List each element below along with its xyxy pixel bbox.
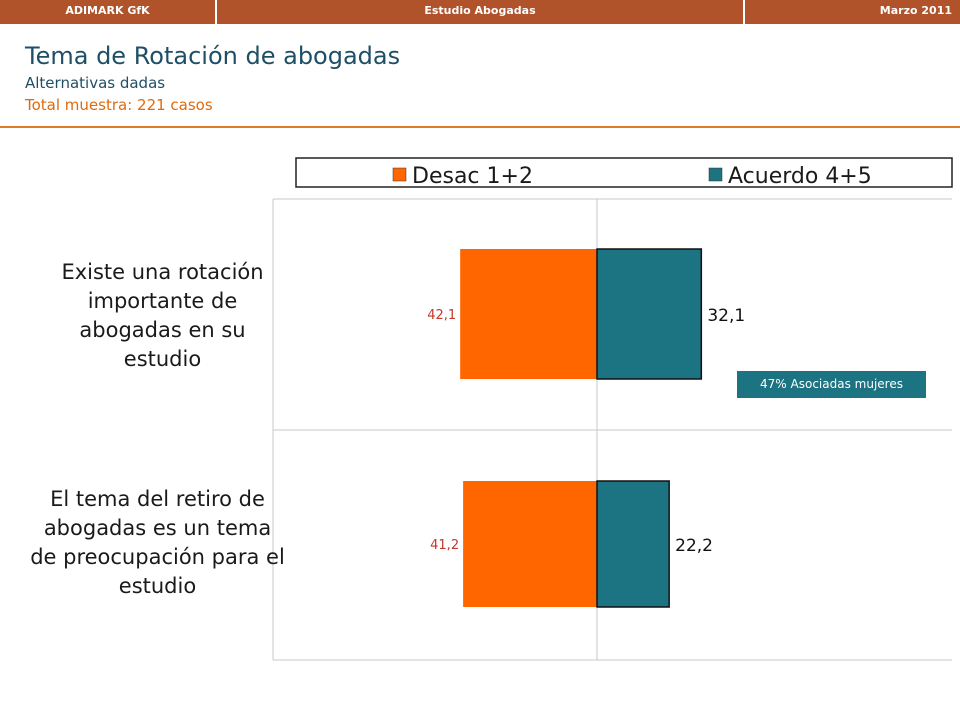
bar-desac-0 — [460, 249, 597, 379]
annotation-badge: 47% Asociadas mujeres — [737, 371, 926, 398]
bar-acuerdo-0 — [596, 248, 703, 380]
legend-label-0: Desac 1+2 — [412, 164, 533, 189]
legend-swatch-0 — [392, 167, 407, 182]
data-label-acuerdo-0: 32,1 — [707, 306, 745, 326]
sample-size: Total muestra: 221 casos — [25, 96, 213, 114]
bar-acuerdo-1 — [596, 480, 670, 608]
bar-desac-1 — [463, 481, 597, 607]
page-subtitle: Alternativas dadas — [25, 74, 166, 92]
header-separator — [743, 0, 745, 24]
category-label-0: Existe una rotación importante de abogad… — [61, 260, 264, 371]
header-study: Estudio Abogadas — [424, 4, 536, 17]
page-title: Tema de Rotación de abogadas — [25, 42, 401, 70]
diverging-bar-chart: Desac 1+2 Acuerdo 4+5 42,1 32,1 41,2 22,2 — [272, 157, 953, 661]
data-label-desac-1: 41,2 — [430, 538, 459, 553]
header-date: Marzo 2011 — [879, 4, 952, 17]
legend-swatch-1 — [708, 167, 723, 182]
header-divider — [0, 126, 960, 128]
header-separator — [215, 0, 217, 24]
category-label-1: El tema del retiro de abogadas es un tem… — [30, 487, 285, 598]
header-brand: ADIMARK GfK — [65, 4, 150, 17]
data-label-desac-0: 42,1 — [427, 308, 456, 323]
legend-label-1: Acuerdo 4+5 — [728, 164, 872, 189]
data-label-acuerdo-1: 22,2 — [675, 536, 713, 556]
header-bar: ADIMARK GfK Estudio Abogadas Marzo 2011 — [0, 0, 960, 24]
